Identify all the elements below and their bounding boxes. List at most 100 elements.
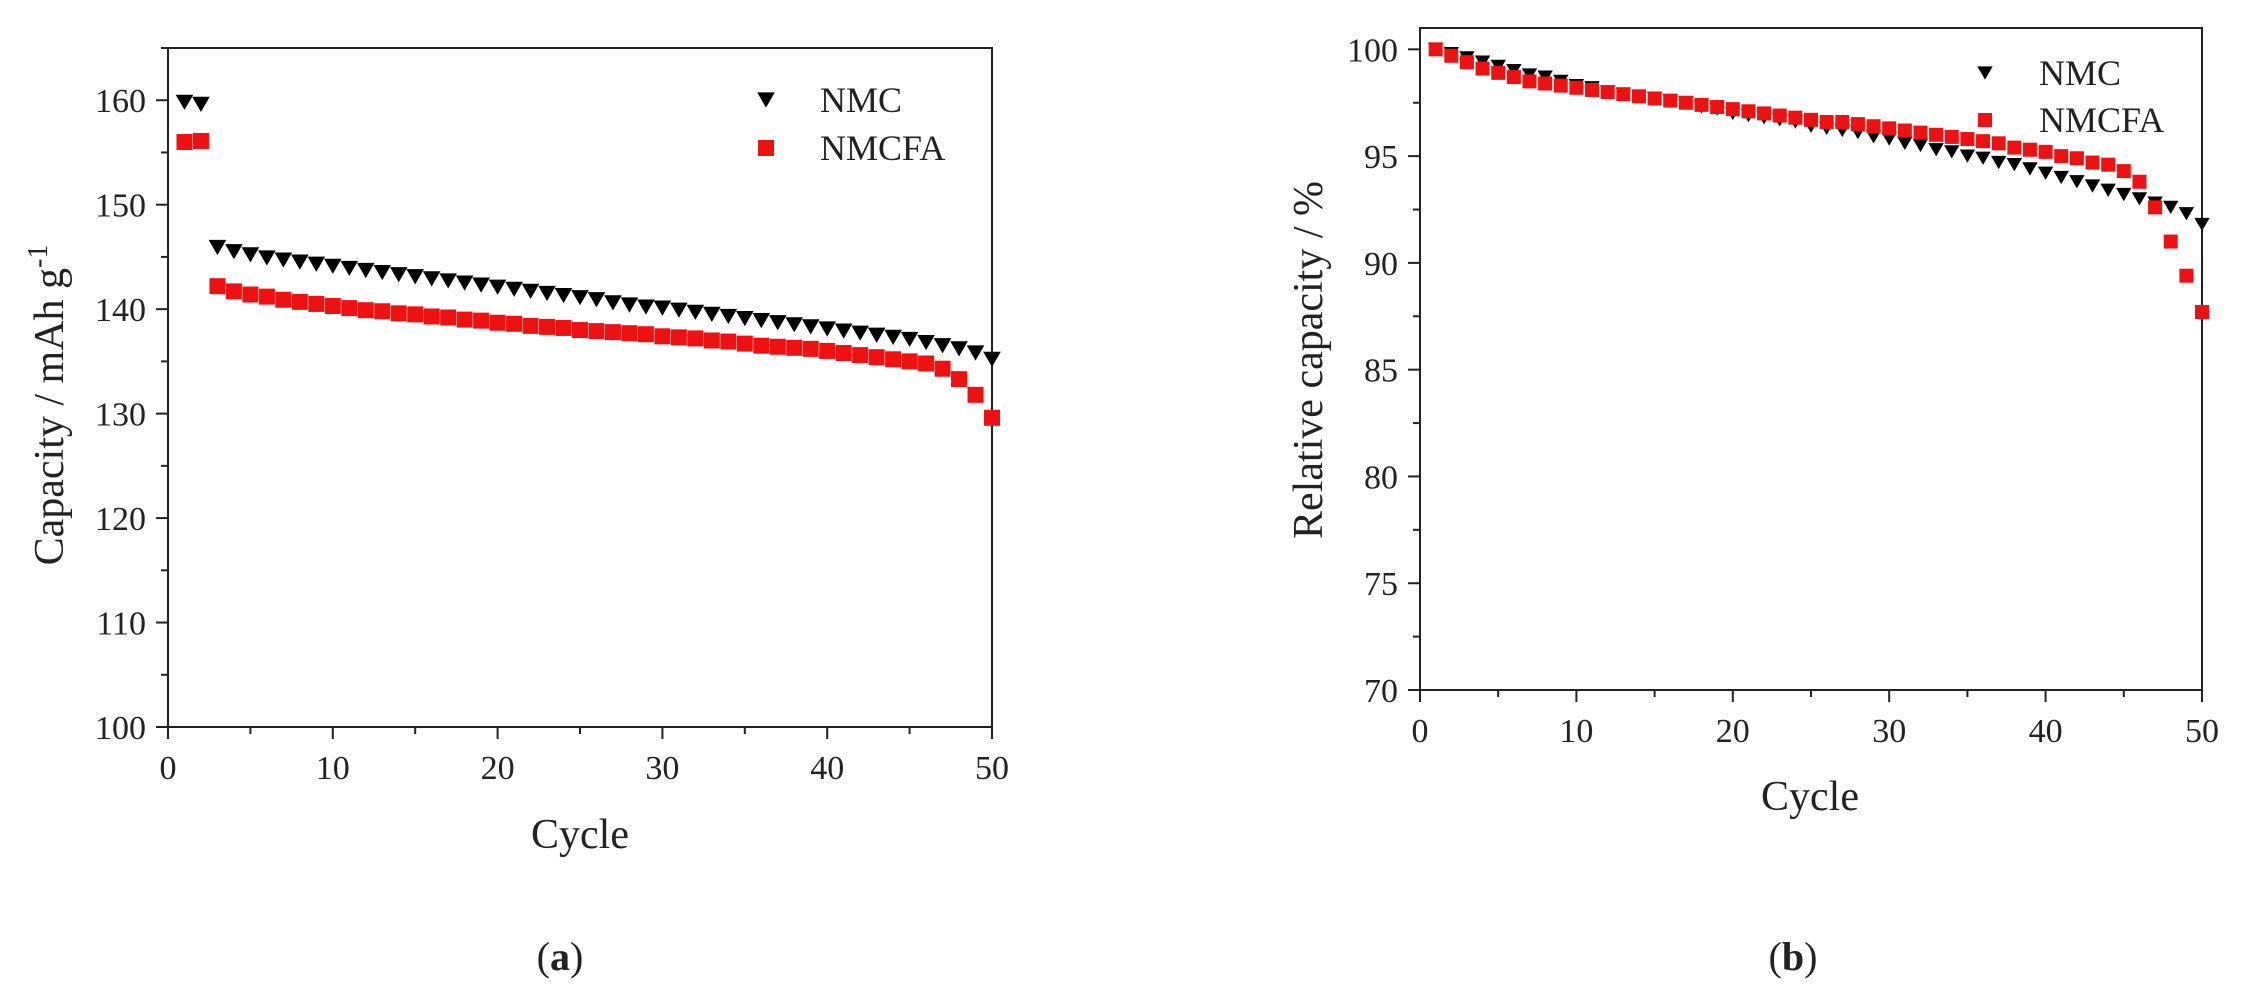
data-point-nmcfa-a <box>522 317 539 334</box>
data-point-nmcfa-a <box>637 326 654 343</box>
data-point-nmcfa-b <box>1428 42 1443 57</box>
legend-label-nmc-a: NMC <box>820 80 902 120</box>
data-markers-b <box>1427 42 2210 320</box>
y-axis-label-b: Relative capacity / % <box>1286 181 1332 539</box>
data-point-nmc-b <box>2100 183 2116 197</box>
data-point-nmcfa-a <box>753 337 770 354</box>
data-point-nmcfa-a <box>786 339 803 356</box>
legend-marker-nmc-b <box>1977 66 1993 80</box>
data-point-nmcfa-a <box>720 333 737 350</box>
data-point-nmc-a <box>455 275 474 291</box>
panel-label-a: (a) <box>537 934 584 979</box>
data-point-nmc-a <box>505 281 523 297</box>
data-point-nmcfa-a <box>572 322 588 339</box>
data-point-nmcfa-b <box>2132 174 2147 189</box>
data-point-nmcfa-a <box>407 306 424 323</box>
data-point-nmcfa-b <box>1678 95 1693 110</box>
data-point-nmcfa-b <box>1491 65 1506 80</box>
legend-marker-nmc-a <box>757 92 775 108</box>
data-point-nmc-a <box>538 285 556 302</box>
y-tick-label-a: 100 <box>95 710 146 747</box>
data-point-nmcfa-a <box>308 295 325 312</box>
data-point-nmcfa-a <box>258 288 275 305</box>
data-point-nmcfa-a <box>934 360 951 377</box>
data-point-nmc-b <box>1944 145 1960 159</box>
y-tick-label-b: 90 <box>1364 246 1398 283</box>
data-point-nmc-a <box>818 321 836 337</box>
data-point-nmc-a <box>356 262 375 279</box>
data-point-nmcfa-b <box>1819 114 1834 129</box>
data-point-nmc-a <box>983 351 1001 367</box>
data-point-nmcfa-a <box>868 349 885 366</box>
data-point-nmcfa-b <box>2148 200 2163 215</box>
data-point-nmc-b <box>1975 151 1991 165</box>
data-point-nmc-a <box>571 290 589 306</box>
data-point-nmc-a <box>752 313 771 329</box>
data-point-nmcfa-b <box>2116 164 2131 179</box>
data-point-nmc-a <box>521 283 540 299</box>
chart-panel-a: 0 10 20 30 40 50 100 110 120 130 140 150 160 NMC NMCF… <box>23 47 1009 979</box>
data-point-nmcfa-b <box>2007 140 2022 155</box>
data-point-nmc-a <box>801 319 820 335</box>
data-point-nmc-a <box>785 317 804 333</box>
data-point-nmc-a <box>472 277 490 293</box>
data-point-nmcfa-b <box>1694 97 1709 112</box>
data-point-nmcfa-b <box>1522 74 1537 89</box>
y-tick-label-b: 80 <box>1364 459 1398 496</box>
data-point-nmcfa-a <box>324 298 341 315</box>
data-point-nmcfa-b <box>1569 80 1584 95</box>
data-point-nmcfa-a <box>703 332 720 349</box>
data-point-nmc-b <box>1959 149 1976 163</box>
data-point-nmc-a <box>554 287 573 304</box>
x-tick-label-a: 50 <box>975 750 1009 787</box>
data-point-nmcfa-a <box>852 347 869 364</box>
data-point-nmc-a <box>406 269 424 285</box>
data-point-nmc-b <box>2178 207 2195 221</box>
y-tick-label-a: 120 <box>95 501 146 538</box>
data-point-nmcfa-a <box>736 335 753 352</box>
data-point-nmcfa-a <box>654 328 671 345</box>
data-point-nmc-a <box>637 299 655 315</box>
data-point-nmc-b <box>2084 179 2101 193</box>
y-tick-label-a: 130 <box>95 397 146 434</box>
legend-marker-nmcfa-a <box>758 140 774 156</box>
x-axis-label-a: Cycle <box>531 812 629 858</box>
data-point-nmcfa-a <box>901 353 918 370</box>
data-point-nmcfa-b <box>1647 91 1662 106</box>
data-point-nmcfa-b <box>1475 61 1490 76</box>
data-point-nmcfa-a <box>341 300 358 317</box>
data-point-nmcfa-a <box>951 371 968 388</box>
data-point-nmcfa-b <box>1757 106 1772 121</box>
data-point-nmcfa-b <box>1772 108 1787 123</box>
data-point-nmcfa-b <box>1506 70 1521 85</box>
data-point-nmc-a <box>340 260 359 277</box>
data-point-nmc-b <box>2069 175 2085 189</box>
data-point-nmc-a <box>703 306 721 322</box>
data-point-nmcfa-a <box>769 338 786 355</box>
data-point-nmcfa-a <box>440 309 457 326</box>
legend-b: NMC NMCFA <box>1977 53 2164 140</box>
legend-label-nmcfa-b: NMCFA <box>2039 100 2164 140</box>
data-point-nmcfa-b <box>1538 76 1553 91</box>
y-tick-label-a: 140 <box>95 292 146 329</box>
data-point-nmc-b <box>2053 170 2069 185</box>
data-point-nmc-b <box>2006 158 2023 172</box>
data-point-nmc-a <box>307 256 326 272</box>
data-point-nmc-b <box>2116 187 2132 202</box>
data-point-nmcfa-a <box>275 291 292 308</box>
data-point-nmcfa-a <box>967 386 984 403</box>
data-point-nmcfa-a <box>918 355 935 372</box>
x-axis-label-b: Cycle <box>1761 774 1859 820</box>
data-point-nmcfa-a <box>225 283 242 300</box>
data-point-nmc-a <box>686 304 705 320</box>
data-point-nmcfa-b <box>1741 104 1756 119</box>
data-point-nmcfa-a <box>374 303 391 320</box>
data-point-nmc-a <box>422 271 441 287</box>
data-point-nmcfa-b <box>1804 112 1818 127</box>
x-tick-label-b: 40 <box>2029 713 2063 750</box>
data-point-nmc-b <box>1928 143 1944 157</box>
data-point-nmc-a <box>768 315 787 331</box>
chart-panel-b: 0 10 20 30 40 50 70 75 80 85 90 95 100 NMC NMCFA Cycl… <box>1286 27 2219 979</box>
data-point-nmcfa-a <box>604 324 621 341</box>
data-point-nmc-a <box>389 267 408 283</box>
